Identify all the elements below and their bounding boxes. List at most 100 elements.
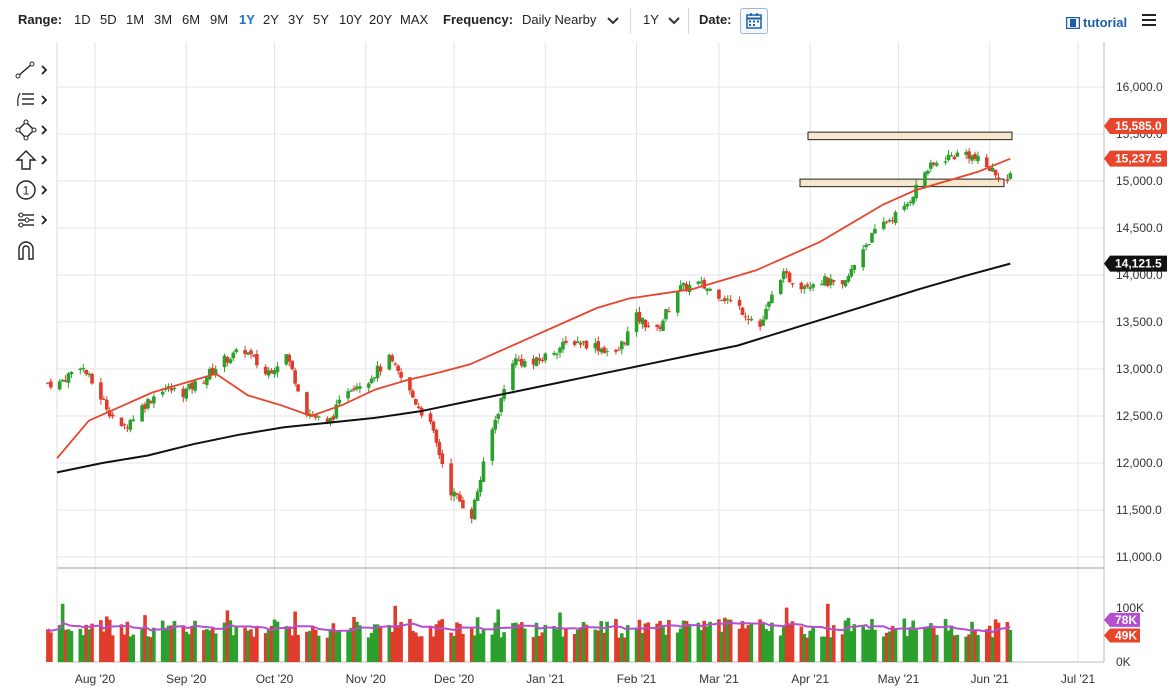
candle-body [572,341,577,345]
tutorial-link[interactable]: tutorial [1083,15,1128,30]
volume-bar [884,632,889,662]
volume-bar [66,629,71,662]
magnet-icon[interactable] [14,238,50,262]
top-toolbar: Range: 1D 5D 1M 3M 6M 9M 1Y 2Y 3Y 5Y 10Y… [0,0,1175,40]
period-chevron-down-icon[interactable] [667,13,681,27]
hamburger-menu-icon[interactable] [1141,12,1157,28]
candle-body [661,320,665,331]
range-3m[interactable]: 3M [154,12,173,27]
volume-bar [667,619,671,662]
candle-body [725,298,730,300]
arrow-tool-icon[interactable] [14,148,50,172]
range-6m[interactable]: 6M [182,12,201,27]
candle-body [125,427,130,429]
candle-body [152,396,156,404]
candle-body [293,370,297,384]
volume-bar [767,631,771,662]
shape-tool-icon[interactable] [14,118,50,142]
pattern-tool-icon[interactable] [14,208,50,232]
volume-bar [696,622,701,662]
volume-bar [790,621,795,662]
candle-body [249,350,253,355]
range-9m[interactable]: 9M [210,12,229,27]
candle-body [602,347,606,354]
range-1d[interactable]: 1D [74,12,91,27]
price-tick-label: 15,000.0 [1116,174,1163,188]
range-20y[interactable]: 20Y [369,12,393,27]
candle-body [228,359,233,364]
volume-bar [337,630,342,662]
candle-body [905,203,910,207]
range-2y[interactable]: 2Y [263,12,279,27]
range-10y[interactable]: 10Y [339,12,363,27]
candle-body [770,294,774,304]
candle-body [378,366,383,372]
fib-tool-icon[interactable] [14,88,50,112]
frequency-chevron-down-icon[interactable] [606,13,620,27]
calendar-button[interactable] [740,8,768,34]
volume-bar [472,635,477,662]
candle-body [358,386,362,389]
candle-body [646,325,651,327]
candle-body [987,167,992,171]
line-tool-icon[interactable] [14,58,50,82]
volume-bar [493,622,498,662]
period-select[interactable]: 1Y [643,12,659,27]
candle-body [469,509,474,519]
candle-body [955,152,960,157]
candle-body [564,340,568,343]
candle-body [625,331,630,346]
volume-bar [805,637,810,662]
counter-tool-icon[interactable]: 1 [14,178,50,202]
range-3y[interactable]: 3Y [288,12,304,27]
candle-body [440,453,445,465]
candle-body [104,399,109,410]
volume-bar [84,624,88,662]
price-tick-label: 13,500.0 [1116,315,1163,329]
frequency-select[interactable]: Daily Nearby [522,12,597,27]
candle-body [531,358,536,365]
volume-bar [411,630,415,662]
candle-body [681,282,686,286]
volume-bar [514,622,518,662]
volume-bar [758,619,762,662]
candle-body [449,463,453,496]
candle-body [149,401,153,403]
volume-bar [737,628,742,662]
candle-body [634,312,639,333]
candle-body [375,365,380,379]
candle-body [269,370,274,374]
volume-bar [923,626,927,662]
candle-body [193,381,197,391]
candle-body [522,361,527,367]
range-max[interactable]: MAX [400,12,429,27]
candle-body [620,341,624,350]
volume-bar [952,635,957,662]
volume-bar [828,637,833,662]
range-label: Range: [18,12,63,27]
candle-body [699,281,704,283]
volume-bar [449,632,453,662]
candle-body [143,404,147,409]
volume-bar [69,631,74,662]
candle-body [517,359,521,361]
time-tick-label: Apr '21 [791,672,829,686]
candle-body [852,265,857,270]
range-1y[interactable]: 1Y [239,12,255,27]
candle-body [272,369,277,375]
volume-bar [543,624,548,662]
candle-body [308,413,312,416]
range-5y[interactable]: 5Y [313,12,329,27]
candle-body [128,420,133,430]
candle-body [231,352,236,359]
volume-bar [275,621,280,662]
candle-body [131,419,136,422]
candle-body [313,413,318,418]
volume-bar [166,625,171,662]
range-1m[interactable]: 1M [126,12,145,27]
volume-bar [46,629,50,662]
range-5d[interactable]: 5D [100,12,117,27]
time-tick-label: Jan '21 [526,672,565,686]
candle-body [49,381,53,388]
